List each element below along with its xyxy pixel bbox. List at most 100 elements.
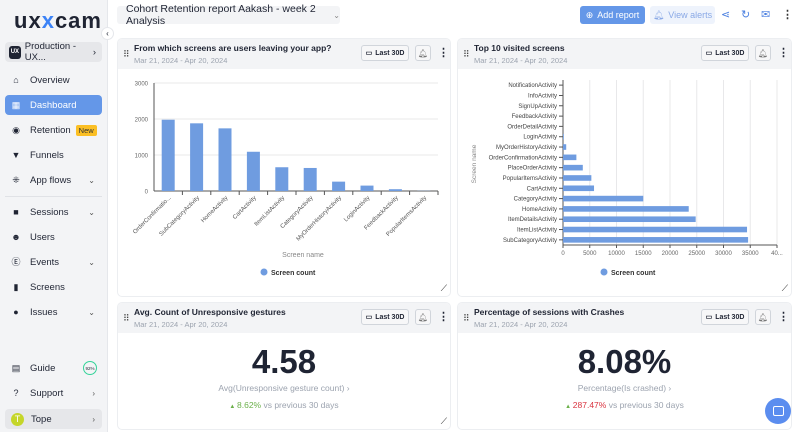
screen-icon: ▮ bbox=[13, 282, 19, 292]
collapse-sidebar-button[interactable]: ‹ bbox=[101, 27, 114, 40]
sidebar-item-app-flows[interactable]: ⁜ App flows ⌄ bbox=[5, 170, 102, 190]
dashboard-icon: ▦ bbox=[11, 100, 21, 110]
logo-text-accent: x bbox=[41, 8, 55, 33]
metric-comparison: ▲ 287.47% vs previous 30 days bbox=[458, 400, 791, 410]
sidebar-item-users[interactable]: ☻ Users bbox=[5, 227, 102, 247]
guide-progress: 92% bbox=[83, 361, 97, 375]
more-icon[interactable]: ⋮ bbox=[438, 311, 449, 323]
date-range-button[interactable]: ▭ Last 30D bbox=[361, 45, 409, 61]
metric-link[interactable]: Avg(Unresponsive gesture count) › bbox=[218, 383, 350, 393]
x-tick-label: HomeActivity bbox=[200, 195, 229, 224]
card-title: Avg. Count of Unresponsive gestures bbox=[134, 307, 286, 317]
refresh-icon[interactable]: ↻ bbox=[741, 9, 751, 21]
y-tick-label: 3000 bbox=[135, 82, 149, 88]
card-top-screens: ⠿ Top 10 visited screens Mar 21, 2024 - Ap… bbox=[457, 38, 792, 297]
drag-handle-icon[interactable]: ⠿ bbox=[463, 49, 470, 59]
card-screens-leaving: ⠿ From which screens are users leaving yo… bbox=[117, 38, 451, 297]
chevron-down-icon: ⌄ bbox=[88, 175, 95, 185]
drag-handle-icon[interactable]: ⠿ bbox=[463, 313, 470, 323]
y-tick-label: NotificationActivity bbox=[508, 83, 557, 89]
resize-handle-icon[interactable]: ⟋ bbox=[440, 416, 447, 426]
chat-launcher-button[interactable] bbox=[765, 398, 791, 424]
project-selector[interactable]: UX Production - UX... › bbox=[5, 41, 102, 63]
calendar-icon: ▭ bbox=[365, 314, 373, 321]
home-icon: ⌂ bbox=[13, 75, 19, 85]
date-range-label: Last 30D bbox=[375, 313, 405, 321]
view-alerts-button[interactable]: 🔔︎ View alerts bbox=[650, 6, 715, 24]
y-axis-title: Screen name bbox=[471, 144, 478, 183]
y-tick-label: InfoActivity bbox=[528, 93, 557, 99]
bar bbox=[563, 154, 577, 161]
chevron-right-icon: › bbox=[92, 388, 95, 398]
drag-handle-icon[interactable]: ⠿ bbox=[123, 313, 130, 323]
card-title: Top 10 visited screens bbox=[474, 43, 565, 53]
sidebar-item-retention[interactable]: ◉ Retention New bbox=[5, 120, 102, 140]
sidebar-item-guide[interactable]: ▤ Guide 92% bbox=[5, 358, 102, 378]
share-icon[interactable]: ⋖ bbox=[721, 9, 731, 21]
more-icon[interactable]: ⋮ bbox=[778, 311, 789, 323]
drag-handle-icon[interactable]: ⠿ bbox=[123, 49, 130, 59]
report-title: Cohort Retention report Aakash - week 2 … bbox=[126, 3, 316, 27]
chevron-down-icon: ⌄ bbox=[88, 307, 95, 317]
add-report-label: Add report bbox=[597, 10, 640, 20]
sidebar-item-label: Users bbox=[30, 231, 55, 243]
user-menu[interactable]: T Tope › bbox=[5, 409, 102, 429]
add-alert-button[interactable]: 🔔︎ bbox=[415, 309, 431, 325]
add-alert-button[interactable]: 🔔︎ bbox=[755, 309, 771, 325]
sidebar-item-funnels[interactable]: ▼ Funnels bbox=[5, 145, 102, 165]
x-tick-label: 15000 bbox=[635, 251, 652, 257]
flows-icon: ⁜ bbox=[12, 175, 20, 185]
sidebar-item-screens[interactable]: ▮ Screens bbox=[5, 277, 102, 297]
sidebar-item-issues[interactable]: ● Issues ⌄ bbox=[5, 302, 102, 322]
bar bbox=[563, 164, 583, 171]
date-range-button[interactable]: ▭ Last 30D bbox=[701, 309, 749, 325]
x-tick-label: 35000 bbox=[742, 251, 759, 257]
chevron-down-icon: ⌄ bbox=[88, 257, 95, 267]
metric-link[interactable]: Percentage(Is crashed) › bbox=[577, 383, 672, 393]
add-report-button[interactable]: ⊕ Add report bbox=[580, 6, 645, 24]
card-date: Mar 21, 2024 - Apr 20, 2024 bbox=[134, 320, 228, 329]
date-range-button[interactable]: ▭ Last 30D bbox=[701, 45, 749, 61]
legend-label: Screen count bbox=[611, 270, 656, 277]
resize-handle-icon[interactable]: ⟋ bbox=[440, 283, 447, 293]
sidebar-item-sessions[interactable]: ■ Sessions ⌄ bbox=[5, 202, 102, 222]
sidebar-item-events[interactable]: Ⓔ Events ⌄ bbox=[5, 252, 102, 272]
metric-value: 4.58 bbox=[251, 343, 317, 380]
x-tick-label: CartActivity bbox=[232, 195, 258, 221]
bar-chart-leaving: 0100020003000OrderConfirmatio...SubCateg… bbox=[132, 82, 439, 277]
report-selector[interactable]: Cohort Retention report Aakash - week 2 … bbox=[117, 3, 340, 27]
divider bbox=[5, 196, 102, 197]
date-range-button[interactable]: ▭ Last 30D bbox=[361, 309, 409, 325]
sidebar-item-label: Screens bbox=[30, 281, 65, 293]
sidebar-item-overview[interactable]: ⌂ Overview bbox=[5, 70, 102, 90]
new-badge: New bbox=[75, 124, 97, 136]
retention-icon: ◉ bbox=[12, 125, 20, 135]
bar bbox=[332, 181, 346, 191]
bar bbox=[303, 167, 317, 191]
arrow-up-icon: ▲ bbox=[229, 404, 237, 410]
y-tick-label: CartActivity bbox=[527, 186, 557, 192]
bar bbox=[275, 167, 289, 191]
sidebar-item-label: Funnels bbox=[30, 149, 64, 161]
mail-icon[interactable]: ✉ bbox=[761, 9, 771, 21]
add-alert-button[interactable]: 🔔︎ bbox=[415, 45, 431, 61]
add-alert-button[interactable]: 🔔︎ bbox=[755, 45, 771, 61]
x-axis-title: Screen name bbox=[282, 252, 324, 259]
more-icon[interactable]: ⋮ bbox=[438, 47, 449, 59]
uxcam-logo[interactable]: uxxcam bbox=[14, 8, 102, 34]
x-tick-label: LoginActivity bbox=[343, 195, 371, 223]
chevron-down-icon: ⌄ bbox=[88, 207, 95, 217]
more-icon[interactable]: ⋮ bbox=[778, 47, 789, 59]
sidebar-item-support[interactable]: ? Support › bbox=[5, 383, 102, 403]
legend-marker bbox=[260, 268, 268, 276]
plus-circle-icon: ⊕ bbox=[585, 9, 594, 20]
date-range-label: Last 30D bbox=[715, 49, 745, 57]
y-tick-label: ItemDetailsActivity bbox=[508, 217, 557, 223]
sidebar-item-label: Events bbox=[30, 256, 60, 268]
more-icon[interactable]: ⋮ bbox=[782, 9, 793, 21]
x-tick-label: 25000 bbox=[688, 251, 705, 257]
bar bbox=[563, 185, 595, 192]
resize-handle-icon[interactable]: ⟋ bbox=[781, 283, 788, 293]
x-tick-label: 30000 bbox=[715, 251, 732, 257]
sidebar-item-dashboard[interactable]: ▦ Dashboard bbox=[5, 95, 102, 115]
